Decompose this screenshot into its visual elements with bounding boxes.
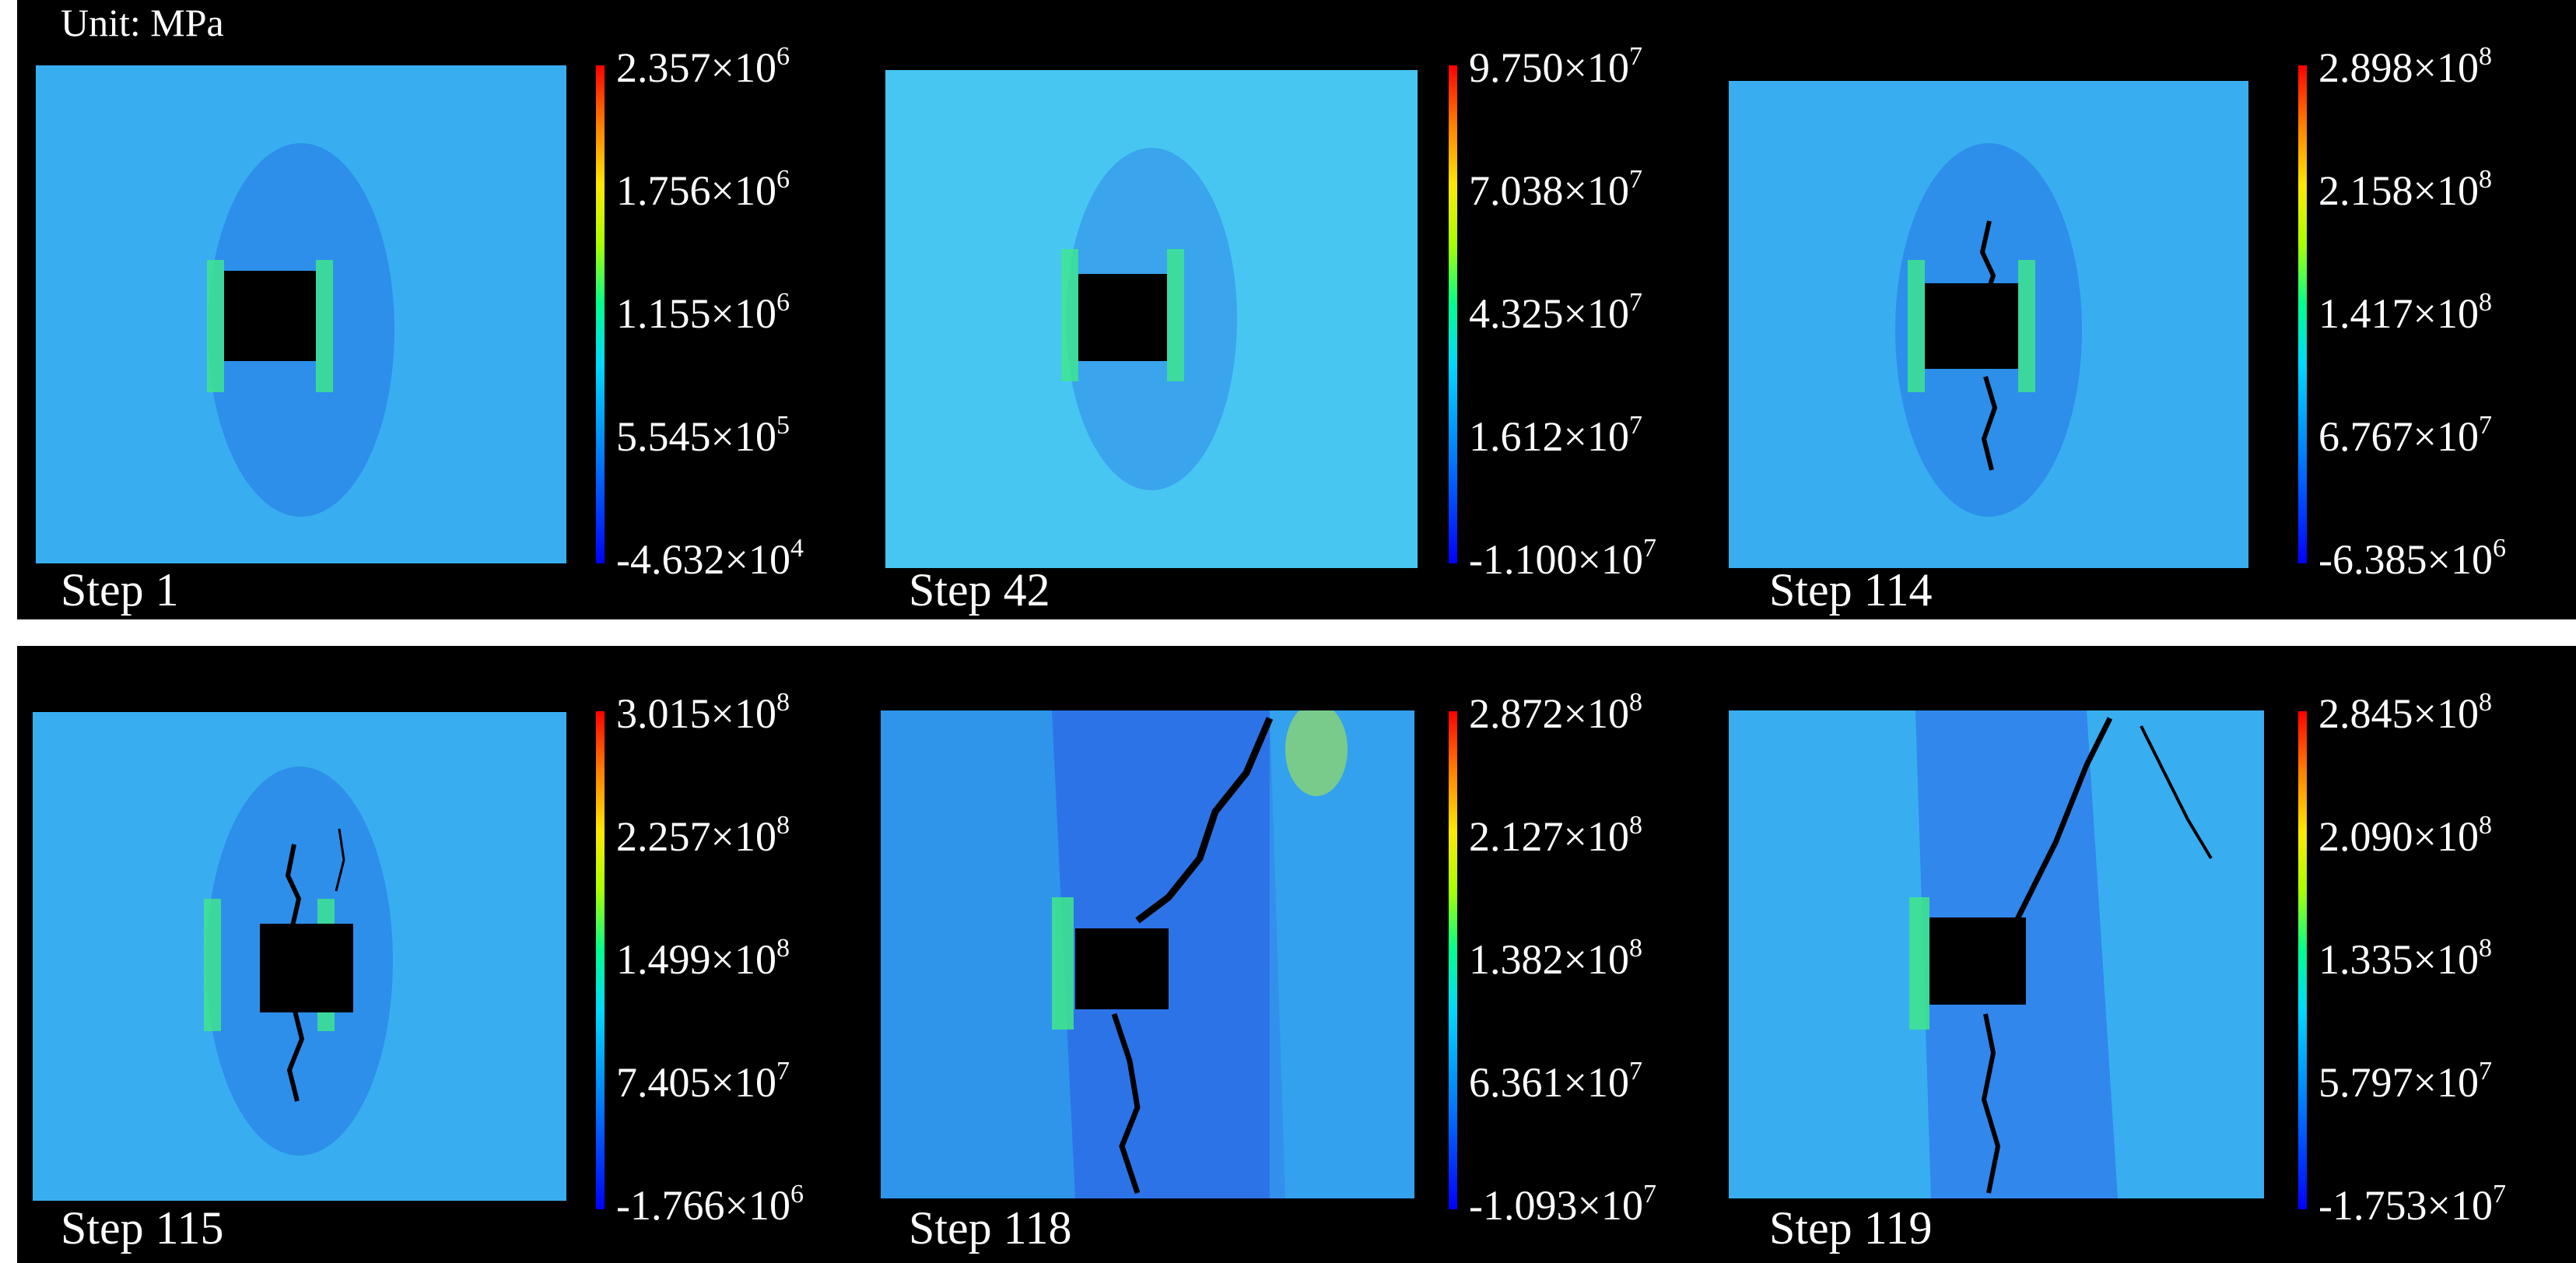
scale-tick-min: -1.753×107 — [2318, 1180, 2506, 1229]
scale-tick-max: 2.872×108 — [1469, 688, 1642, 737]
scale-tick-max: 3.015×108 — [616, 688, 790, 737]
scale-tick-4: 6.767×107 — [2318, 411, 2492, 460]
scale-tick-max: 2.845×108 — [2318, 688, 2492, 737]
step-label: Step 42 — [909, 564, 1050, 616]
stress-field — [885, 70, 1418, 568]
panel-step-115: 3.015×108 2.257×108 1.499×108 7.405×107 … — [17, 646, 870, 1263]
scale-tick-max: 9.750×107 — [1469, 42, 1642, 91]
scale-tick-2: 2.158×108 — [2318, 165, 2492, 214]
stress-field — [1729, 81, 2248, 568]
step-label: Step 119 — [1769, 1202, 1933, 1254]
scale-tick-min: -1.093×107 — [1469, 1180, 1656, 1229]
opening-hole — [224, 271, 316, 361]
scale-tick-max: 2.898×108 — [2318, 42, 2492, 91]
color-scale-bar — [596, 65, 605, 563]
scale-tick-3: 4.325×107 — [1469, 288, 1642, 337]
scale-tick-2: 7.038×107 — [1469, 165, 1642, 214]
scale-tick-2: 1.756×106 — [616, 165, 790, 214]
unit-label: Unit: MPa — [61, 1, 224, 44]
scale-tick-min: -6.385×106 — [2318, 534, 2506, 583]
stress-field — [881, 710, 1414, 1198]
scale-tick-2: 2.127×108 — [1469, 811, 1642, 860]
opening-hole — [1075, 928, 1169, 1009]
color-scale-bar — [596, 711, 605, 1209]
scale-tick-min: -4.632×104 — [616, 534, 804, 583]
stress-field-image — [881, 710, 1414, 1198]
top-row: Unit: MPa 2.357×106 1.756×106 1.155×106 … — [17, 0, 2576, 619]
scale-tick-4: 5.797×107 — [2318, 1057, 2492, 1106]
panel-step-114: 2.898×108 2.158×108 1.417×108 6.767×107 … — [1723, 0, 2575, 619]
panel-step-119: 2.845×108 2.090×108 1.335×108 5.797×107 … — [1723, 646, 2575, 1263]
scale-tick-3: 1.417×108 — [2318, 288, 2492, 337]
color-scale-bar — [1449, 711, 1457, 1209]
scale-tick-3: 1.335×108 — [2318, 934, 2492, 983]
color-scale-bar — [2298, 65, 2307, 563]
step-label: Step 118 — [909, 1202, 1072, 1254]
stress-field — [33, 712, 566, 1201]
opening-hole — [260, 924, 353, 1012]
step-label: Step 1 — [61, 564, 179, 616]
scale-tick-3: 1.155×106 — [616, 288, 790, 337]
panel-step-118: 2.872×108 2.127×108 1.382×108 6.361×107 … — [870, 646, 1723, 1263]
panel-step-42: 9.750×107 7.038×107 4.325×107 1.612×107 … — [870, 0, 1723, 619]
stress-field — [36, 65, 566, 563]
color-scale-bar — [1449, 65, 1457, 563]
scale-tick-4: 1.612×107 — [1469, 411, 1642, 460]
scale-tick-3: 1.382×108 — [1469, 934, 1642, 983]
scale-tick-4: 6.361×107 — [1469, 1057, 1642, 1106]
opening-hole — [1925, 283, 2018, 369]
step-label: Step 115 — [61, 1202, 224, 1254]
step-label: Step 114 — [1769, 564, 1933, 616]
scale-tick-min: -1.100×107 — [1469, 534, 1656, 583]
scale-tick-2: 2.257×108 — [616, 811, 790, 860]
opening-hole — [1078, 274, 1167, 361]
scale-tick-2: 2.090×108 — [2318, 811, 2492, 860]
scale-tick-min: -1.766×106 — [616, 1180, 804, 1229]
panel-step-1: 2.357×106 1.756×106 1.155×106 5.545×105 … — [17, 0, 870, 619]
opening-hole — [1929, 917, 2026, 1005]
scale-tick-4: 7.405×107 — [616, 1057, 790, 1106]
scale-tick-3: 1.499×108 — [616, 934, 790, 983]
stress-field — [1729, 710, 2264, 1198]
scale-tick-max: 2.357×106 — [616, 42, 790, 91]
color-scale-bar — [2298, 711, 2307, 1209]
bottom-row: 3.015×108 2.257×108 1.499×108 7.405×107 … — [17, 646, 2576, 1263]
scale-tick-4: 5.545×105 — [616, 411, 790, 460]
